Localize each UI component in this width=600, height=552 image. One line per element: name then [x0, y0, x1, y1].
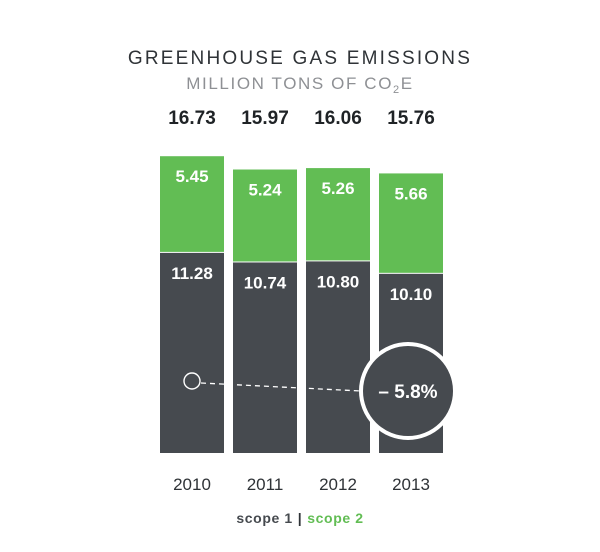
subtitle-subscript: 2: [393, 84, 401, 96]
total-label: 16.06: [314, 108, 362, 129]
total-label: 15.97: [241, 108, 289, 129]
x-tick-label: 2010: [173, 475, 211, 494]
total-label: 15.76: [387, 108, 435, 129]
bar-scope-1: [233, 262, 297, 453]
legend-scope-1: scope 1: [236, 510, 292, 526]
change-percentage: – 5.8%: [378, 382, 437, 403]
bar-scope-2: [306, 168, 370, 261]
legend: scope 1 | scope 2: [236, 510, 363, 526]
subtitle-letter-o: O: [378, 74, 393, 93]
subtitle-suffix: E: [401, 74, 414, 93]
change-badge: [359, 342, 457, 440]
x-tick-label: 2011: [247, 475, 284, 494]
data-label-scope-1: 11.28: [171, 264, 213, 283]
chart-title: GREENHOUSE GAS EMISSIONS: [128, 48, 472, 69]
chart-subtitle: MILLION TONS OF CO2E: [186, 74, 413, 96]
legend-separator: |: [298, 510, 303, 526]
data-label-scope-1: 10.80: [317, 272, 360, 291]
bar-scope-1: [160, 252, 224, 453]
data-label-scope-1: 10.74: [244, 273, 287, 292]
subtitle-prefix: MILLION TONS OF C: [186, 74, 378, 93]
bar-scope-2: [233, 169, 297, 262]
bar-scope-2: [160, 156, 224, 252]
legend-scope-2: scope 2: [307, 510, 363, 526]
bar-scope-2: [379, 173, 443, 273]
x-tick-label: 2013: [392, 475, 430, 494]
total-label: 16.73: [168, 108, 216, 129]
bar-scope-1: [306, 261, 370, 453]
data-label-scope-2: 5.24: [248, 181, 282, 200]
data-label-scope-1: 10.10: [390, 285, 433, 304]
change-annotation: – 5.8%: [183, 342, 457, 440]
start-marker: [183, 372, 201, 390]
data-label-scope-2: 5.26: [321, 179, 354, 198]
data-label-scope-2: 5.66: [394, 184, 427, 203]
x-tick-label: 2012: [319, 475, 357, 494]
data-label-scope-2: 5.45: [175, 167, 208, 186]
